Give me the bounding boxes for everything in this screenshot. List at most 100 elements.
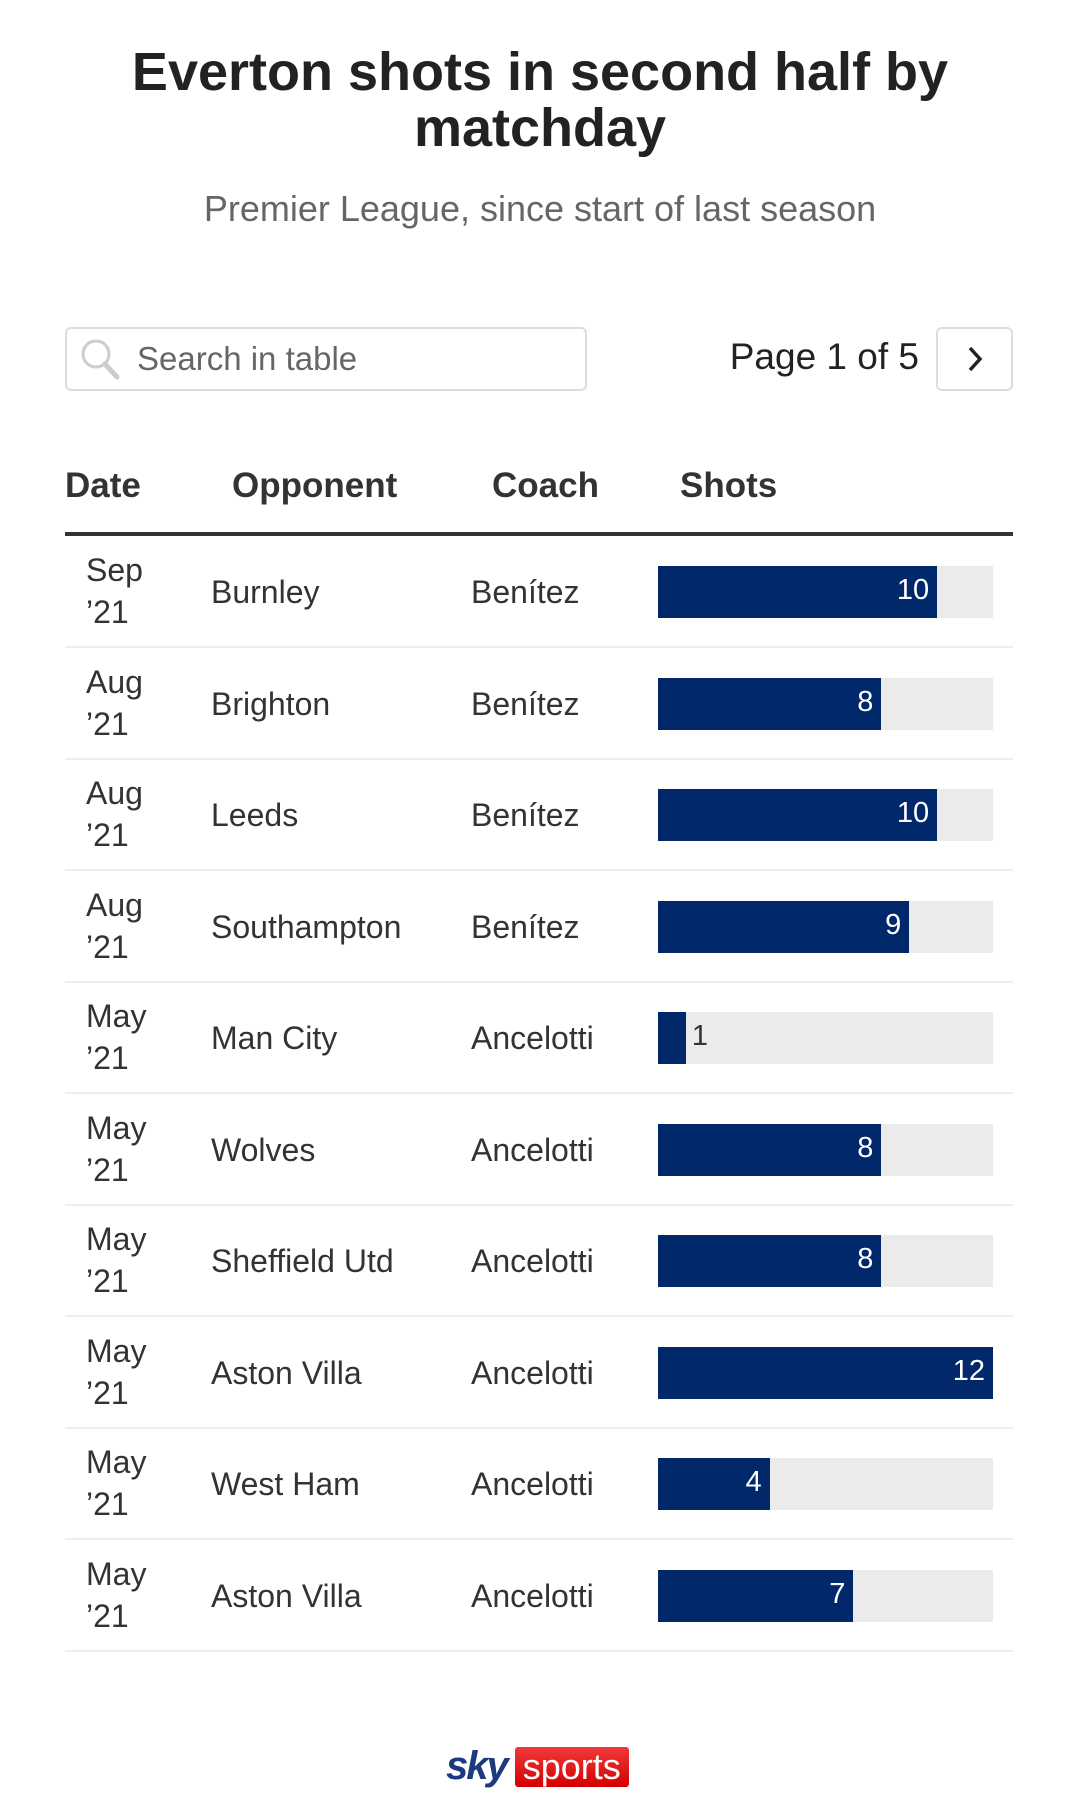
logo-sports: sports xyxy=(514,1746,629,1787)
opponent-cell: Brighton xyxy=(211,685,331,722)
date-cell: Aug ’21 xyxy=(86,772,166,856)
search-box[interactable] xyxy=(65,327,587,391)
table-row: May ’21 Aston Villa Ancelotti 7 xyxy=(65,1541,1013,1652)
date-month: May xyxy=(86,1332,147,1369)
date-month: Aug xyxy=(86,775,143,811)
opponent-cell: West Ham xyxy=(211,1466,360,1502)
date-month: May xyxy=(86,998,147,1034)
shots-bar-track: 7 xyxy=(658,1569,993,1622)
date-year: ’21 xyxy=(86,1486,129,1522)
column-header-coach[interactable]: Coach xyxy=(492,466,599,505)
date-month: May xyxy=(86,1444,147,1480)
date-year: ’21 xyxy=(86,1040,129,1076)
date-month: Sep xyxy=(86,552,143,588)
shots-bar-track: 8 xyxy=(658,1123,993,1176)
date-month: Aug xyxy=(86,886,143,923)
coach-cell: Ancelotti xyxy=(471,1243,594,1279)
shots-value: 9 xyxy=(885,908,902,941)
shots-bar-track: 4 xyxy=(658,1458,993,1510)
date-year: ’21 xyxy=(86,928,129,965)
table-row: Aug ’21 Brighton Benítez 8 xyxy=(65,649,1013,760)
date-cell: Sep ’21 xyxy=(86,549,166,633)
shots-bar xyxy=(658,677,882,730)
shots-bar xyxy=(658,1123,882,1176)
table-row: Sep ’21 Burnley Benítez 10 xyxy=(65,537,1013,648)
date-cell: May ’21 xyxy=(86,1441,166,1525)
coach-cell: Benítez xyxy=(471,797,580,833)
chevron-right-icon xyxy=(968,346,982,372)
date-cell: May ’21 xyxy=(86,1330,166,1414)
shots-value: 8 xyxy=(857,1243,874,1275)
date-cell: May ’21 xyxy=(86,1218,166,1302)
date-month: May xyxy=(86,1221,147,1257)
next-page-button[interactable] xyxy=(936,327,1013,391)
date-year: ’21 xyxy=(86,817,129,853)
shots-bar xyxy=(658,1458,770,1510)
table-row: Aug ’21 Southampton Benítez 9 xyxy=(65,872,1013,983)
shots-value: 10 xyxy=(896,797,930,829)
shots-bar-track: 9 xyxy=(658,900,993,953)
opponent-cell: Southampton xyxy=(211,908,402,945)
shots-bar-track: 8 xyxy=(658,1235,993,1287)
date-cell: Aug ’21 xyxy=(86,884,166,968)
table-row: May ’21 Wolves Ancelotti 8 xyxy=(65,1095,1013,1206)
coach-cell: Ancelotti xyxy=(471,1466,594,1502)
shots-bar xyxy=(658,789,938,841)
shots-value: 12 xyxy=(952,1354,985,1387)
coach-cell: Benítez xyxy=(471,908,580,945)
date-cell: May ’21 xyxy=(86,1107,166,1191)
date-year: ’21 xyxy=(86,1597,129,1634)
opponent-cell: Wolves xyxy=(211,1131,316,1168)
opponent-cell: Burnley xyxy=(211,574,320,610)
date-year: ’21 xyxy=(86,1151,129,1188)
date-year: ’21 xyxy=(86,594,129,630)
date-cell: May ’21 xyxy=(86,995,166,1079)
shots-bar-track: 8 xyxy=(658,677,993,730)
shots-bar-track: 10 xyxy=(658,789,993,841)
shots-bar-track: 12 xyxy=(658,1346,993,1399)
shots-bar xyxy=(658,900,910,953)
coach-cell: Ancelotti xyxy=(471,1577,594,1614)
table-row: May ’21 Aston Villa Ancelotti 12 xyxy=(65,1318,1013,1429)
table-row: May ’21 Man City Ancelotti 1 xyxy=(65,983,1013,1094)
date-cell: May ’21 xyxy=(86,1553,166,1637)
chart-subtitle: Premier League, since start of last seas… xyxy=(203,188,877,229)
table-row: May ’21 Sheffield Utd Ancelotti 8 xyxy=(65,1206,1013,1317)
date-month: Aug xyxy=(86,663,143,700)
date-month: May xyxy=(86,1109,147,1146)
search-input[interactable] xyxy=(137,340,557,378)
date-year: ’21 xyxy=(86,1374,129,1411)
page-indicator: Page 1 of 5 xyxy=(729,336,919,377)
chart-title: Everton shots in second half by matchday xyxy=(131,42,949,158)
shots-bar xyxy=(658,1235,882,1287)
shots-bar xyxy=(658,1012,686,1064)
table-row: May ’21 West Ham Ancelotti 4 xyxy=(65,1429,1013,1540)
column-header-shots[interactable]: Shots xyxy=(680,466,778,505)
opponent-cell: Sheffield Utd xyxy=(211,1243,394,1279)
date-month: May xyxy=(86,1555,147,1592)
opponent-cell: Aston Villa xyxy=(211,1354,362,1391)
sky-sports-logo: sky sports xyxy=(446,1744,629,1789)
shots-value: 4 xyxy=(745,1466,762,1498)
shots-value: 7 xyxy=(829,1577,846,1610)
shots-bar-track: 10 xyxy=(658,566,993,618)
shots-bar xyxy=(658,566,938,618)
date-year: ’21 xyxy=(86,1263,129,1299)
coach-cell: Benítez xyxy=(471,574,580,610)
shots-bar xyxy=(658,1569,854,1622)
column-header-date[interactable]: Date xyxy=(65,466,141,505)
opponent-cell: Man City xyxy=(211,1020,338,1056)
coach-cell: Benítez xyxy=(471,685,580,722)
coach-cell: Ancelotti xyxy=(471,1020,594,1056)
column-header-opponent[interactable]: Opponent xyxy=(232,466,398,505)
shots-bar xyxy=(658,1346,993,1399)
search-icon xyxy=(81,339,120,380)
shots-value: 10 xyxy=(896,574,930,606)
date-cell: Aug ’21 xyxy=(86,661,166,745)
shots-value: 1 xyxy=(691,1020,709,1052)
opponent-cell: Leeds xyxy=(211,797,299,833)
date-year: ’21 xyxy=(86,705,129,742)
shots-value: 8 xyxy=(857,685,874,718)
header-divider xyxy=(65,532,1013,536)
shots-value: 8 xyxy=(857,1131,874,1164)
